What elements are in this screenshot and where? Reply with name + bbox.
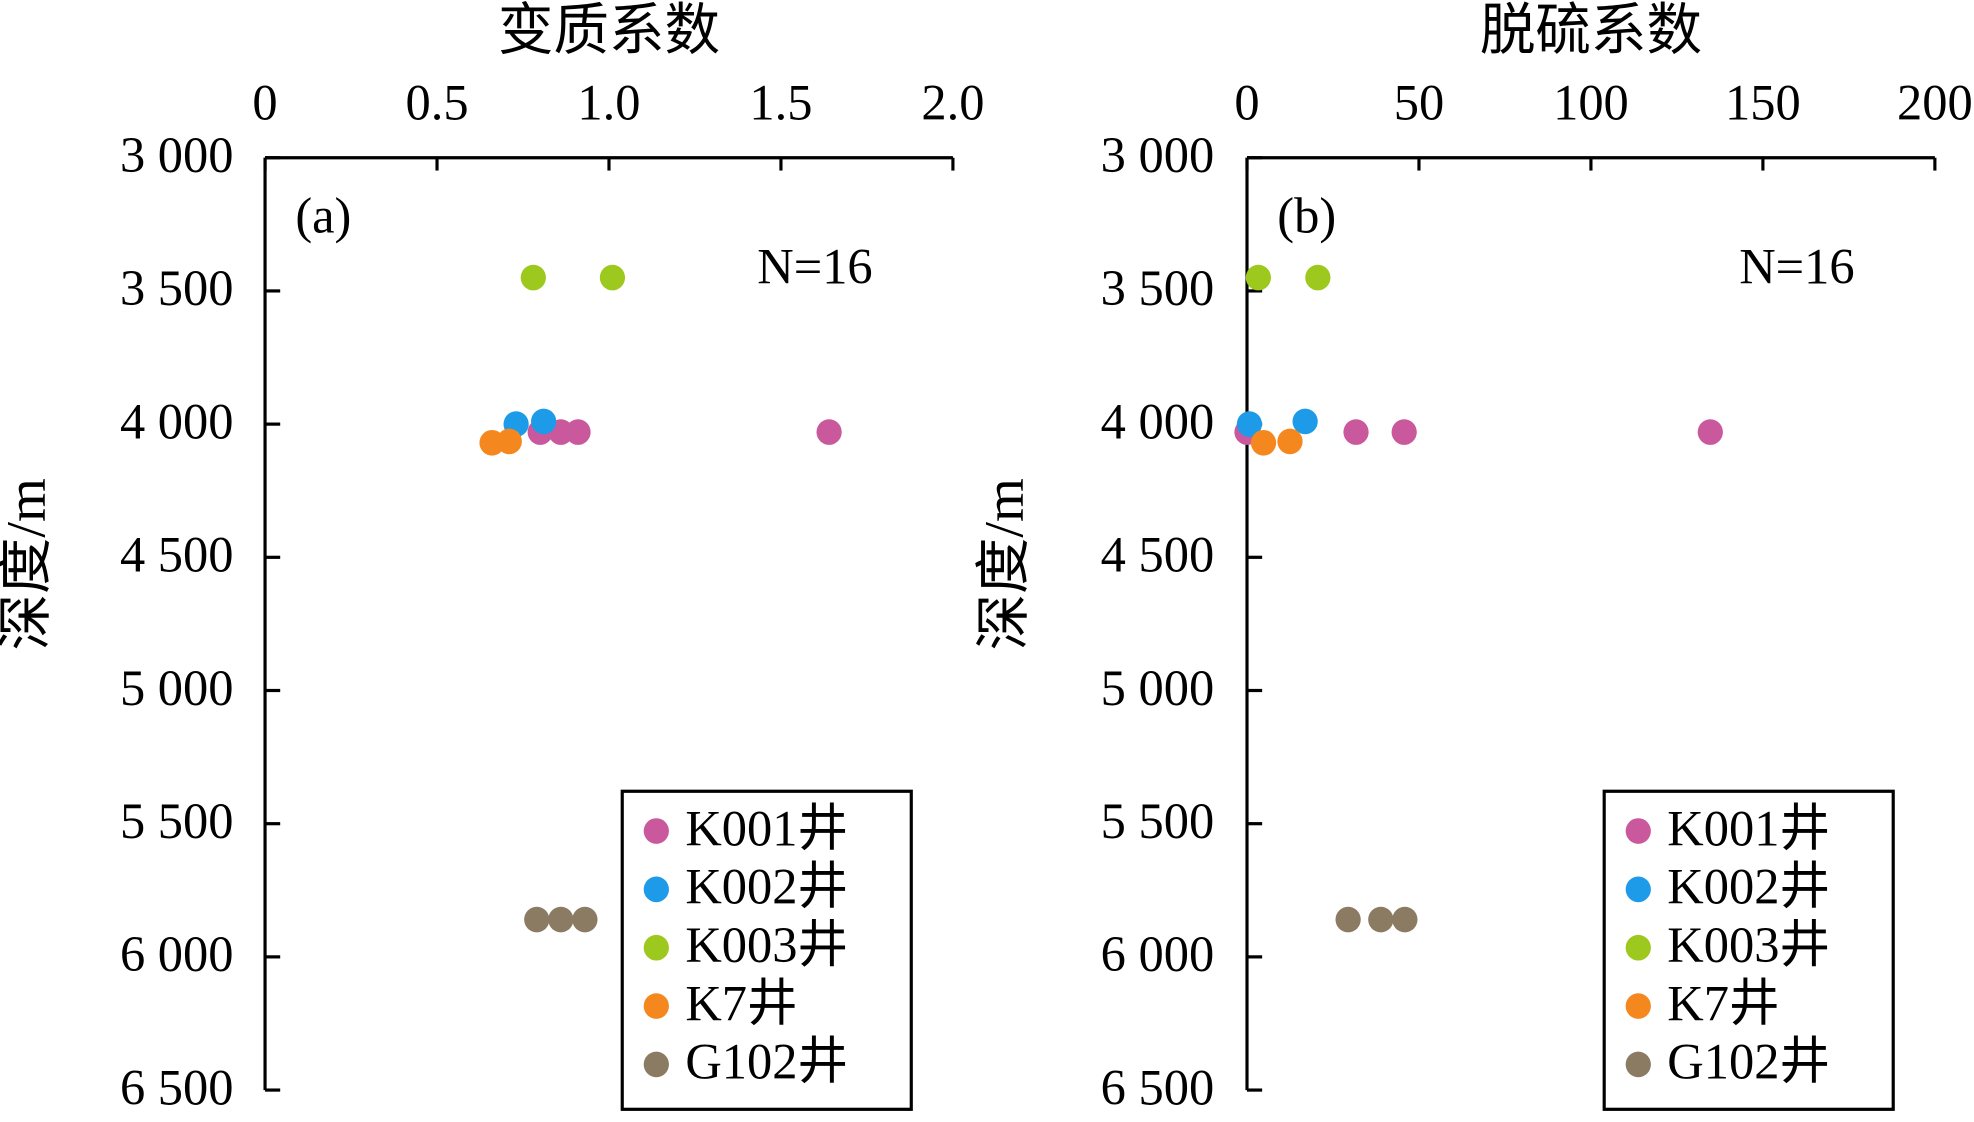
legend-marker [1625, 934, 1651, 961]
y-tick-label: 5 000 [120, 660, 234, 716]
y-tick-label: 3 000 [1101, 128, 1215, 184]
point [1343, 419, 1369, 445]
legend-box [1602, 789, 1895, 1111]
panel-label: (b) [1277, 188, 1336, 244]
point [1250, 429, 1277, 456]
point [1236, 411, 1263, 437]
legend-label: K001井 [1667, 801, 1830, 857]
x-tick-label: 50 [1394, 75, 1444, 131]
point [520, 264, 546, 291]
point [1245, 264, 1271, 291]
legend-label: K001井 [685, 801, 848, 857]
legend-label: K7井 [1667, 976, 1779, 1032]
legend-marker [643, 876, 669, 903]
chart-title: 脱硫系数 [1480, 0, 1702, 62]
y-tick-label: 4 500 [120, 527, 234, 583]
legend-marker [1625, 1051, 1651, 1078]
sample-count: N=16 [1739, 239, 1854, 295]
y-tick-label: 3 500 [120, 261, 234, 317]
legend-marker [643, 934, 669, 961]
y-tick-label: 4 000 [120, 394, 234, 450]
y-tick-label: 5 000 [1101, 660, 1215, 716]
y-axis-title: 深度/m [0, 478, 57, 650]
sample-count: N=16 [757, 239, 872, 295]
y-tick-label: 3 000 [120, 128, 234, 184]
point [572, 906, 598, 933]
point [524, 906, 550, 933]
legend-marker [1625, 993, 1651, 1019]
legend-marker [643, 818, 669, 844]
legend-box [620, 789, 913, 1111]
x-tick-label: 0 [1234, 75, 1259, 131]
y-axis-title: 深度/m [974, 478, 1036, 650]
x-tick-label: 1.5 [749, 75, 812, 131]
x-tick-label: 0.5 [405, 75, 468, 131]
legend-label: K002井 [685, 859, 848, 915]
y-tick-label: 3 500 [1101, 261, 1215, 317]
chart-title: 变质系数 [498, 0, 720, 62]
y-tick-label: 6 000 [120, 927, 234, 983]
y-tick-label: 6 000 [1101, 927, 1215, 983]
panel-label: (a) [295, 188, 351, 244]
point [1305, 264, 1331, 291]
x-tick-label: 0 [252, 75, 277, 131]
point [1292, 408, 1318, 435]
x-tick-label: 1.0 [577, 75, 640, 131]
legend-label: K7井 [685, 976, 797, 1032]
y-tick-label: 6 500 [1101, 1060, 1215, 1116]
point [1391, 419, 1417, 445]
point [496, 428, 522, 455]
legend-label: G102井 [1667, 1034, 1830, 1090]
point [599, 264, 626, 291]
legend-label: K003井 [685, 918, 848, 974]
point [816, 419, 842, 445]
legend-label: G102井 [685, 1034, 848, 1090]
x-tick-label: 100 [1553, 75, 1629, 131]
point [1697, 419, 1723, 445]
legend-marker [1625, 876, 1651, 903]
point [1277, 428, 1303, 455]
y-tick-label: 5 500 [120, 794, 234, 850]
x-tick-label: 200 [1897, 75, 1973, 131]
legend-marker [1625, 818, 1651, 844]
y-tick-label: 5 500 [1101, 794, 1215, 850]
legend-marker [643, 993, 669, 1019]
legend-label: K002井 [1667, 859, 1830, 915]
legend-label: K003井 [1667, 918, 1830, 974]
legend-marker [643, 1051, 669, 1078]
point [548, 906, 574, 933]
point [531, 408, 557, 435]
point [1368, 906, 1394, 933]
y-tick-label: 4 000 [1101, 394, 1215, 450]
point [1335, 906, 1361, 933]
point [1392, 906, 1418, 933]
y-tick-label: 4 500 [1101, 527, 1215, 583]
x-tick-label: 150 [1725, 75, 1801, 131]
x-tick-label: 2.0 [921, 75, 984, 131]
point [565, 419, 591, 445]
y-tick-label: 6 500 [120, 1060, 234, 1116]
